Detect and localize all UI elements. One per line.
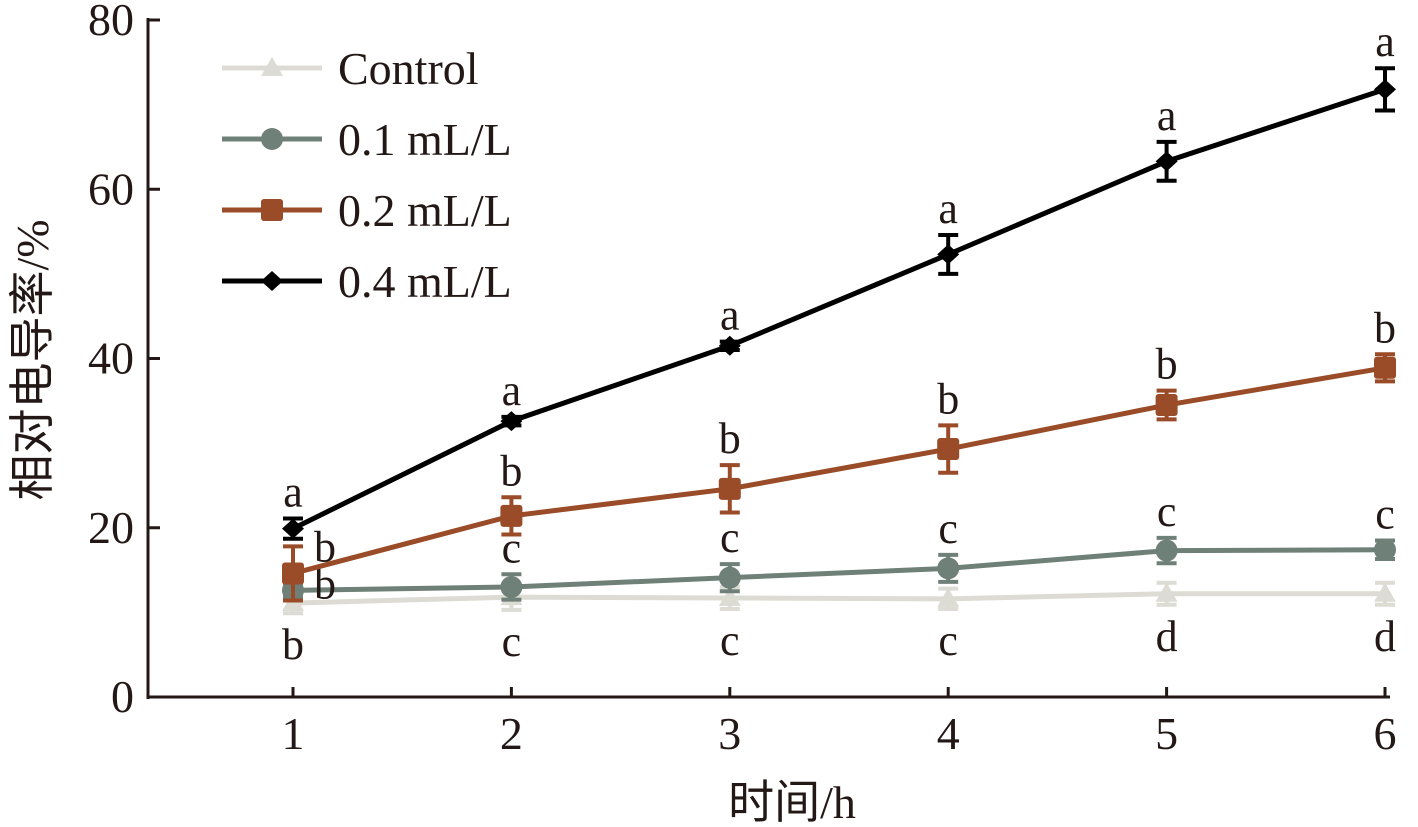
y-axis-title: 相对电导率/%: [7, 219, 58, 500]
legend-label: Control: [338, 43, 479, 94]
series-0-2-ml-l: b b b b b b: [282, 303, 1396, 603]
y-tick-label: 20: [88, 502, 134, 553]
x-tick-label: 2: [500, 708, 523, 759]
significance-letter: a: [720, 291, 740, 340]
data-point-marker: [937, 587, 960, 607]
data-point-marker: [1155, 151, 1178, 172]
data-point-marker: [500, 575, 523, 598]
significance-letter: b: [1374, 303, 1396, 352]
series-line: [292, 547, 1386, 593]
data-point-marker: [282, 562, 304, 585]
legend-item: 0.2 mL/L: [222, 185, 512, 236]
data-point-marker: [718, 335, 741, 356]
significance-letter: c: [720, 616, 740, 665]
data-point-marker: [1155, 582, 1178, 602]
significance-letter: c: [938, 616, 958, 665]
significance-letter: a: [1375, 17, 1395, 66]
significance-letter: a: [502, 366, 522, 415]
legend-label: 0.1 mL/L: [338, 114, 512, 165]
series-0-4-ml-l: a a a a a a: [282, 17, 1396, 541]
legend-marker-icon: [261, 271, 283, 291]
significance-letter: b: [314, 522, 336, 571]
y-tick-label: 60: [88, 163, 134, 214]
series-line: [292, 365, 1386, 576]
significance-letter: b: [1156, 340, 1178, 389]
significance-letter: c: [1157, 487, 1177, 536]
significance-letter: c: [1375, 489, 1395, 538]
y-tick-label: 0: [111, 671, 134, 722]
x-tick-label: 5: [1155, 708, 1178, 759]
data-point-marker: [1374, 79, 1396, 100]
significance-letter: a: [938, 184, 958, 233]
significance-letter: c: [720, 513, 740, 562]
legend-label: 0.2 mL/L: [338, 185, 512, 236]
data-point-marker: [718, 477, 741, 500]
data-point-marker: [718, 566, 741, 589]
significance-letter: d: [1374, 612, 1396, 661]
significance-letter: b: [937, 374, 959, 423]
legend-label: 0.4 mL/L: [338, 256, 512, 307]
data-point-marker: [937, 557, 960, 580]
data-point-marker: [718, 586, 741, 606]
significance-letter: b: [282, 620, 304, 669]
data-point-marker: [1374, 356, 1396, 379]
y-tick-label: 80: [88, 0, 134, 45]
significance-letter: b: [314, 559, 336, 608]
significance-letter: d: [1156, 612, 1178, 661]
legend: Control 0.1 mL/L 0.2 mL/L 0.4 mL/L: [222, 43, 512, 307]
data-point-marker: [1155, 539, 1178, 562]
axes: 0 20 40 60 80 1 2 3 4 5 6: [88, 0, 1397, 759]
legend-marker-icon: [261, 57, 283, 76]
legend-item: 0.4 mL/L: [222, 256, 512, 307]
x-axis-title: 时间/h: [728, 777, 856, 827]
significance-letter: c: [502, 617, 522, 666]
legend-item: Control: [222, 43, 479, 94]
significance-letter: b: [500, 446, 522, 495]
x-tick-label: 3: [718, 708, 741, 759]
y-tick-label: 40: [88, 333, 134, 384]
data-point-marker: [937, 244, 960, 265]
legend-item: 0.1 mL/L: [222, 114, 512, 165]
significance-letter: a: [283, 467, 303, 516]
series-0-1-ml-l: bc c c c c: [282, 487, 1396, 608]
significance-letter: a: [1157, 91, 1177, 140]
data-point-marker: [1155, 394, 1178, 417]
data-point-marker: [937, 438, 960, 461]
significance-letter: b: [719, 414, 741, 463]
data-point-marker: [1374, 582, 1396, 602]
data-point-marker: [500, 504, 523, 527]
significance-letter: c: [938, 504, 958, 553]
data-point-marker: [1374, 538, 1396, 561]
series-line: [292, 591, 1385, 606]
x-tick-label: 1: [282, 708, 305, 759]
legend-marker-icon: [261, 199, 283, 221]
x-tick-label: 4: [937, 708, 960, 759]
data-point-marker: [282, 518, 304, 539]
legend-marker-icon: [261, 128, 283, 150]
series-line: [291, 87, 1386, 531]
data-point-marker: [500, 411, 523, 432]
x-tick-label: 6: [1374, 708, 1397, 759]
